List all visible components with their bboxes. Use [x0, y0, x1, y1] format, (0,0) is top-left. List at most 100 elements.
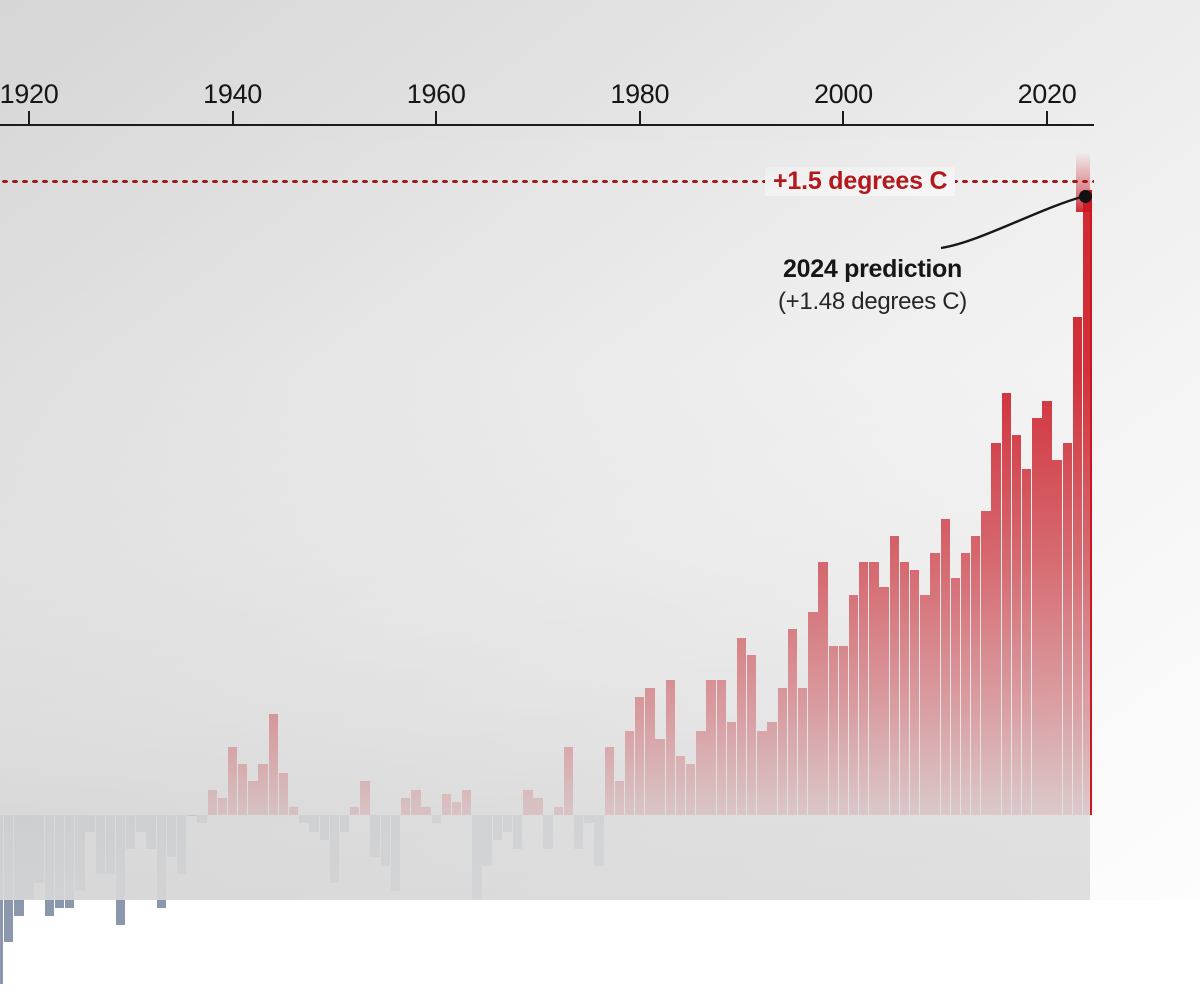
bar [227, 747, 238, 815]
bar [635, 696, 645, 815]
bar [920, 595, 930, 815]
bar [971, 536, 981, 815]
bar [869, 561, 879, 815]
bar [288, 806, 299, 815]
bar [686, 764, 696, 815]
bar [278, 772, 289, 815]
bar [909, 570, 920, 815]
x-axis-tick [842, 111, 845, 126]
x-axis-tick-label: 1920 [0, 79, 59, 109]
x-axis-tick [28, 111, 30, 126]
bar [299, 815, 309, 824]
bar [54, 815, 65, 908]
bar [1042, 401, 1052, 815]
bar [818, 561, 828, 815]
bar [258, 764, 268, 815]
x-axis-tick [638, 111, 641, 126]
bar [14, 815, 24, 917]
bar [95, 815, 105, 875]
bar [879, 586, 889, 815]
bar [512, 815, 523, 849]
bar [197, 815, 207, 824]
x-axis-tick-label: 1960 [406, 79, 466, 109]
callout-leader-line [940, 194, 1086, 250]
callout-subtitle: (+1.48 degrees C) [777, 288, 967, 315]
bar [645, 688, 655, 815]
bar [1052, 460, 1062, 815]
bar [1021, 468, 1032, 815]
bar [451, 802, 462, 815]
bar [747, 654, 757, 815]
prediction-callout: 2024 prediction (+1.48 degrees C) [765, 255, 980, 316]
bar [441, 793, 452, 815]
bar [716, 679, 726, 815]
bar [1072, 316, 1083, 815]
bar [1032, 418, 1042, 815]
bar [462, 789, 472, 815]
callout-endpoint-dot [1079, 190, 1092, 203]
bar [370, 815, 380, 858]
bar [1062, 443, 1073, 815]
bar [105, 815, 116, 875]
bar [584, 815, 594, 824]
bar [3, 815, 14, 942]
bar [960, 553, 971, 815]
bar [614, 781, 625, 815]
bar [533, 798, 543, 815]
bar [1001, 392, 1011, 815]
bar [85, 815, 95, 832]
bar [574, 815, 584, 849]
bar [553, 806, 564, 815]
bar [187, 815, 197, 816]
bar [767, 722, 777, 815]
bar [838, 646, 849, 815]
bar [563, 747, 574, 815]
bar [797, 688, 808, 815]
bar [431, 815, 441, 824]
bar [319, 815, 329, 841]
x-axis-tick-label: 1980 [610, 79, 670, 109]
threshold-label: +1.5 degrees C [765, 166, 956, 196]
bar [1083, 189, 1093, 815]
x-axis-tick-label: 1940 [203, 79, 263, 109]
bar [156, 815, 167, 908]
bar [757, 730, 767, 815]
bar [360, 781, 370, 815]
bar [115, 815, 126, 925]
bar [981, 510, 991, 815]
bar [421, 806, 431, 815]
bar [706, 679, 716, 815]
bar [136, 815, 146, 832]
x-axis-tick [435, 111, 438, 126]
bar [930, 553, 940, 815]
bar [899, 561, 910, 815]
bar [665, 679, 676, 815]
bar [34, 815, 44, 883]
bar [217, 798, 228, 815]
bar [166, 815, 177, 858]
bar [309, 815, 319, 832]
x-axis-line [0, 124, 1094, 126]
threshold-dotted-line [0, 179, 1094, 184]
x-axis-tick [231, 111, 234, 126]
bar [146, 815, 156, 849]
bar [991, 443, 1001, 815]
bar [777, 688, 787, 815]
bar [492, 815, 502, 841]
callout-title: 2024 prediction [783, 255, 962, 283]
bar [472, 815, 482, 900]
bar [859, 561, 869, 815]
bar [390, 815, 401, 892]
bar [624, 730, 635, 815]
bar [736, 637, 747, 815]
bar [594, 815, 604, 866]
bar [65, 815, 75, 908]
bar [1011, 434, 1022, 815]
bar [787, 629, 798, 815]
bar [940, 519, 950, 815]
x-axis-tick [1046, 111, 1048, 126]
bar [207, 789, 217, 815]
bar [238, 764, 248, 815]
bar [502, 815, 513, 832]
bar [380, 815, 390, 866]
